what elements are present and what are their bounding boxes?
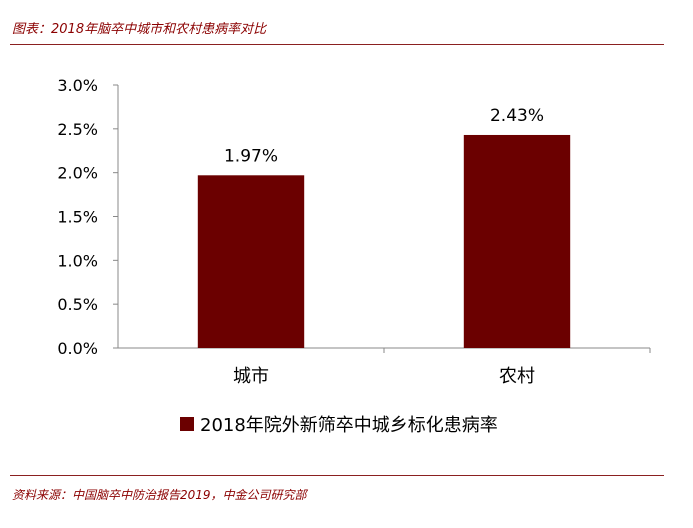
- bottom-divider: [10, 475, 664, 476]
- y-tick-label: 1.0%: [57, 251, 98, 270]
- x-tick-label: 城市: [233, 366, 269, 387]
- y-tick-label: 3.0%: [57, 76, 98, 95]
- legend-swatch: [180, 417, 194, 431]
- top-divider: [10, 44, 664, 45]
- y-tick-label: 1.5%: [57, 208, 98, 227]
- chart-legend: 2018年院外新筛卒中城乡标化患病率: [180, 411, 498, 437]
- bar-data-label: 1.97%: [224, 146, 278, 166]
- bar-data-label: 2.43%: [490, 106, 544, 126]
- bar: [463, 134, 571, 348]
- bar: [197, 175, 305, 348]
- source-note: 资料来源：中国脑卒中防治报告2019，中金公司研究部: [12, 488, 307, 502]
- y-tick-label: 2.5%: [57, 120, 98, 139]
- x-tick-label: 农村: [499, 366, 535, 387]
- y-tick-label: 2.0%: [57, 164, 98, 183]
- y-tick-label: 0.5%: [57, 295, 98, 314]
- legend-label: 2018年院外新筛卒中城乡标化患病率: [200, 415, 498, 436]
- y-tick-label: 0.0%: [57, 339, 98, 358]
- chart-title: 图表：2018年脑卒中城市和农村患病率对比: [12, 22, 267, 37]
